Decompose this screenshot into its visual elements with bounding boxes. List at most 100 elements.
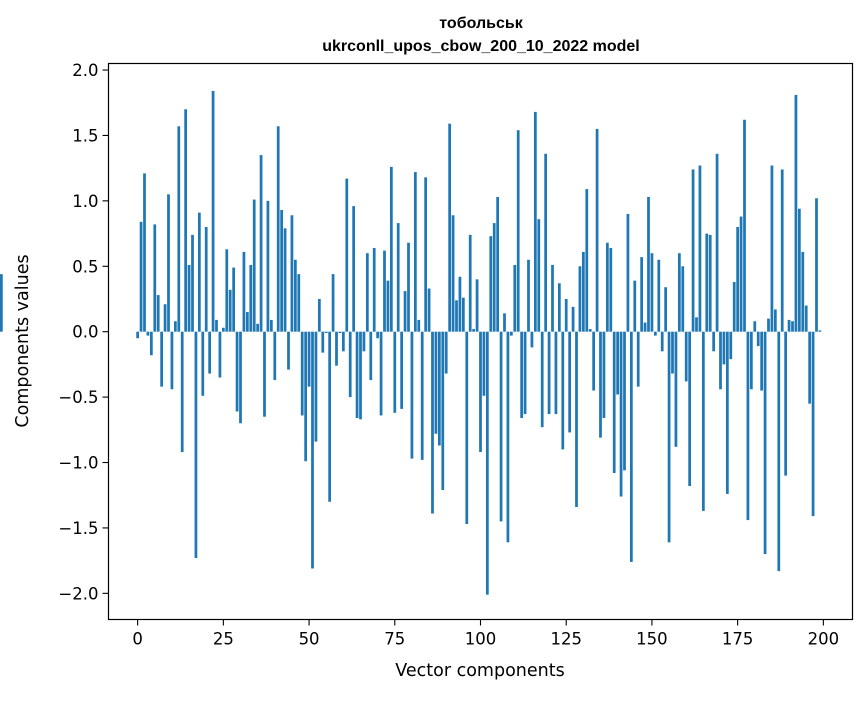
bar-20 bbox=[204, 227, 208, 332]
bar-4 bbox=[149, 331, 153, 356]
bar-122 bbox=[554, 331, 558, 415]
bar-44 bbox=[287, 331, 290, 370]
bar-183 bbox=[763, 331, 767, 555]
bar-79 bbox=[407, 242, 410, 332]
chart-subtitle: ukrconll_upos_cbow_200_10_2022 model bbox=[322, 38, 639, 55]
bar-77 bbox=[400, 331, 404, 409]
bar-10 bbox=[170, 331, 174, 390]
x-tick-label: 25 bbox=[213, 630, 234, 649]
y-axis-ticks: −2.0 −1.5 −1.0 −0.5 0.0 0.5 1.0 1.5 2.0 bbox=[58, 61, 109, 603]
bar-191 bbox=[791, 321, 794, 332]
bar-74 bbox=[389, 166, 393, 332]
bar-28 bbox=[232, 267, 236, 332]
bar-165 bbox=[701, 331, 705, 511]
bar-9 bbox=[167, 194, 170, 332]
bar-undefined bbox=[0, 274, 3, 332]
bar-127 bbox=[571, 306, 575, 332]
bar-133 bbox=[592, 331, 596, 391]
bar-6 bbox=[156, 295, 160, 332]
bar-51 bbox=[311, 331, 314, 569]
bar-73 bbox=[386, 280, 390, 332]
bar-131 bbox=[585, 189, 589, 332]
bar-41 bbox=[276, 126, 280, 332]
bar-39 bbox=[269, 319, 273, 332]
bar-128 bbox=[575, 331, 578, 507]
bar-71 bbox=[379, 331, 383, 416]
bar-164 bbox=[698, 165, 702, 332]
bar-155 bbox=[667, 331, 671, 543]
bar-188 bbox=[780, 169, 784, 332]
bar-163 bbox=[695, 317, 698, 332]
bar-90 bbox=[444, 331, 448, 374]
x-tick-label: 50 bbox=[299, 630, 320, 649]
bar-13 bbox=[180, 331, 184, 453]
bar-184 bbox=[767, 318, 770, 332]
x-tick-label: 100 bbox=[465, 630, 497, 649]
bar-134 bbox=[595, 128, 599, 332]
bar-0 bbox=[136, 331, 140, 339]
bar-67 bbox=[365, 253, 369, 332]
x-tick-label: 200 bbox=[808, 630, 840, 649]
y-tick-label: 1.0 bbox=[72, 192, 98, 211]
bar-42 bbox=[280, 210, 284, 332]
bar-114 bbox=[527, 259, 530, 332]
bar-143 bbox=[626, 213, 630, 332]
bar-78 bbox=[403, 291, 407, 332]
bar-104 bbox=[492, 223, 496, 332]
bar-151 bbox=[653, 331, 657, 336]
bar-172 bbox=[725, 331, 729, 494]
bar-18 bbox=[197, 212, 201, 332]
bar-97 bbox=[468, 234, 472, 332]
bar-158 bbox=[677, 253, 681, 332]
bar-185 bbox=[770, 165, 774, 332]
bar-95 bbox=[461, 297, 465, 332]
bar-50 bbox=[307, 331, 311, 387]
bar-45 bbox=[290, 215, 294, 332]
bar-34 bbox=[252, 199, 256, 332]
bar-23 bbox=[215, 319, 218, 332]
bar-117 bbox=[537, 219, 541, 332]
bar-193 bbox=[797, 208, 801, 332]
bar-168 bbox=[712, 331, 716, 352]
bar-11 bbox=[173, 321, 177, 332]
bar-29 bbox=[235, 331, 239, 412]
x-tick-label: 0 bbox=[132, 630, 143, 649]
bar-178 bbox=[746, 331, 750, 521]
bar-57 bbox=[331, 274, 335, 332]
bar-166 bbox=[705, 233, 709, 332]
bar-3 bbox=[146, 331, 150, 336]
bar-199 bbox=[818, 330, 822, 332]
x-tick-label: 75 bbox=[384, 630, 405, 649]
bar-58 bbox=[335, 331, 338, 366]
bar-175 bbox=[736, 227, 740, 332]
bar-26 bbox=[225, 249, 229, 332]
bar-105 bbox=[496, 196, 500, 332]
bar-65 bbox=[359, 331, 362, 420]
y-tick-label: −1.0 bbox=[58, 454, 98, 473]
bar-68 bbox=[369, 331, 373, 381]
bar-181 bbox=[756, 331, 760, 347]
bar-148 bbox=[643, 322, 647, 332]
bar-84 bbox=[424, 177, 428, 332]
bar-179 bbox=[749, 331, 753, 390]
bar-81 bbox=[413, 172, 417, 332]
bar-21 bbox=[208, 331, 212, 374]
bar-136 bbox=[602, 331, 606, 419]
bar-5 bbox=[153, 224, 157, 332]
bar-142 bbox=[623, 331, 626, 471]
bar-87 bbox=[434, 331, 438, 434]
bar-53 bbox=[317, 298, 321, 332]
bar-88 bbox=[437, 331, 441, 446]
y-tick-label: −0.5 bbox=[58, 388, 98, 407]
bar-140 bbox=[616, 331, 620, 395]
bar-47 bbox=[297, 274, 301, 332]
bar-83 bbox=[420, 331, 424, 460]
bar-19 bbox=[201, 331, 205, 396]
bar-60 bbox=[341, 331, 345, 352]
bar-169 bbox=[715, 153, 719, 332]
x-axis-label: Vector components bbox=[395, 661, 564, 681]
bar-137 bbox=[605, 242, 609, 332]
bar-80 bbox=[410, 331, 414, 459]
